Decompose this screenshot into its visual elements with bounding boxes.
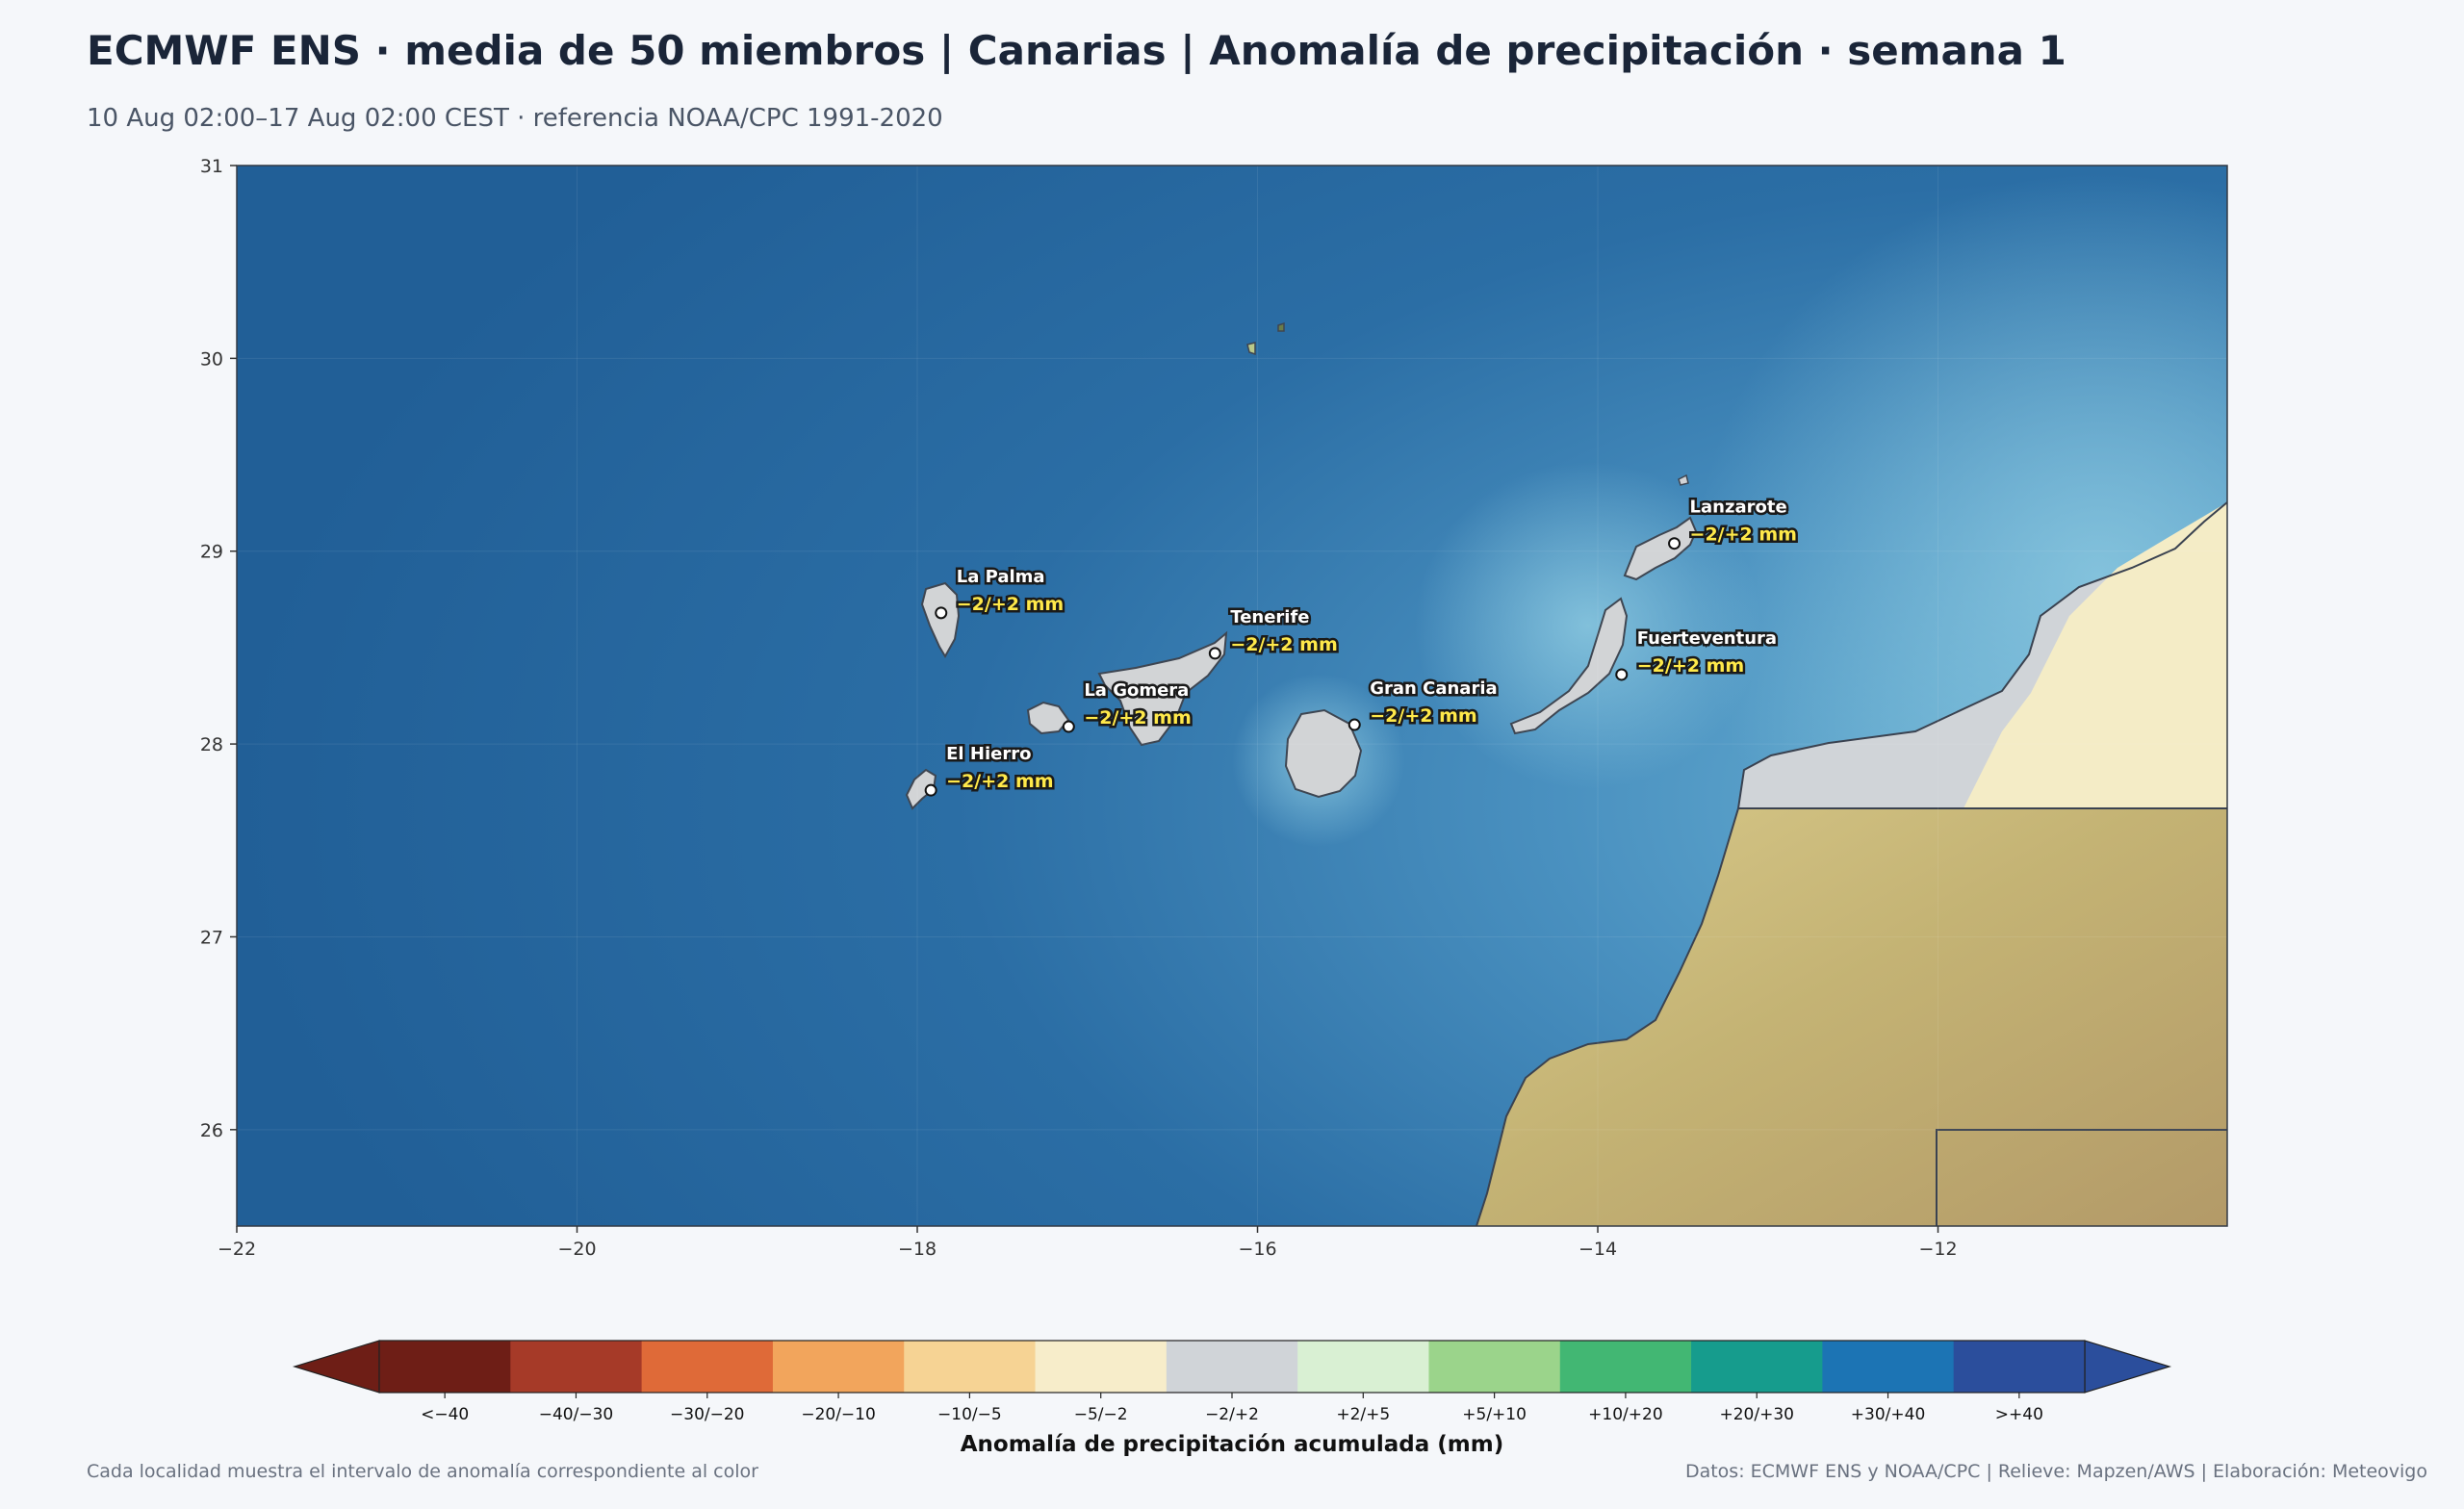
- colorbar-extend-low: [292, 1340, 380, 1394]
- colorbar-bin: [1428, 1341, 1561, 1393]
- colorbar-bin: [379, 1341, 511, 1393]
- place-marker[interactable]: [1062, 720, 1075, 733]
- colorbar: <−40 −40/−30 −30/−20 −20/−10 −10/−5 −5/−2 −2/+…: [292, 1340, 2172, 1457]
- place-marker[interactable]: [1348, 718, 1361, 731]
- grid-lines: [237, 166, 2227, 1226]
- y-tick-label: 29: [200, 542, 223, 563]
- colorbar-bin-label: <−40: [421, 1405, 469, 1424]
- island-fuerteventura: [1509, 597, 1629, 735]
- place-anomaly-value: −2/+2 mm: [1690, 524, 1797, 546]
- map-frame: [236, 165, 2228, 1227]
- place-marker[interactable]: [1208, 647, 1221, 660]
- axis-ticks: −22 −20 −18 −16 −14 −12 26 27 28 29 30 31: [200, 156, 1958, 1260]
- places-layer: La Palma −2/+2 mm Tenerife −2/+2 mm La Gomer…: [924, 495, 1799, 797]
- chart-title: ECMWF ENS · media de 50 miembros | Canar…: [87, 27, 2066, 74]
- y-tick-label: 26: [200, 1120, 223, 1141]
- colorbar-bin-label: >+40: [1995, 1405, 2043, 1424]
- colorbar-bin-label: −20/−10: [801, 1405, 875, 1424]
- island-la-palma: [920, 581, 961, 658]
- place-anomaly-value: −2/+2 mm: [1230, 634, 1337, 655]
- islet-alegranza: [1678, 473, 1689, 486]
- colorbar-bin: [1559, 1341, 1692, 1393]
- place-marker[interactable]: [1668, 537, 1681, 550]
- place-name: Tenerife: [1230, 607, 1309, 627]
- border-south: [1936, 1129, 2227, 1226]
- islet-salvajes-1: [1246, 342, 1256, 356]
- place-name: La Palma: [957, 567, 1045, 587]
- colorbar-bin-label: +10/+20: [1588, 1405, 1662, 1424]
- mainland-dry-band: [1964, 502, 2227, 808]
- x-tick-label: −16: [1238, 1239, 1276, 1260]
- colorbar-bin-label: +20/+30: [1719, 1405, 1793, 1424]
- colorbar-bin-label: −10/−5: [937, 1405, 1002, 1424]
- x-tick-label: −22: [218, 1239, 256, 1260]
- footer-note: Cada localidad muestra el intervalo de a…: [87, 1461, 758, 1482]
- y-tick-label: 31: [200, 156, 223, 177]
- colorbar-bin-label: +30/+40: [1851, 1405, 1925, 1424]
- colorbar-bin-label: +2/+5: [1336, 1405, 1390, 1424]
- place-marker[interactable]: [924, 783, 937, 797]
- place-name: La Gomera: [1084, 680, 1189, 701]
- island-lanzarote: [1623, 516, 1698, 581]
- footer-credits: Datos: ECMWF ENS y NOAA/CPC | Relieve: M…: [1684, 1461, 2427, 1482]
- island-gran-canaria: [1284, 708, 1363, 799]
- x-tick-label: −14: [1578, 1239, 1617, 1260]
- colorbar-frame: [378, 1340, 2086, 1394]
- mainland-relief: [1476, 808, 2227, 1226]
- islet-salvajes-2: [1277, 321, 1285, 332]
- x-tick-label: −12: [1918, 1239, 1957, 1260]
- island-tenerife: [1097, 630, 1228, 747]
- colorbar-bin: [904, 1341, 1037, 1393]
- place-anomaly-value: −2/+2 mm: [1084, 707, 1191, 729]
- y-tick-label: 27: [200, 927, 223, 948]
- place-anomaly-value: −2/+2 mm: [1637, 655, 1744, 677]
- colorbar-title: Anomalía de precipitación acumulada (mm): [961, 1432, 1504, 1457]
- chart-subtitle: 10 Aug 02:00–17 Aug 02:00 CEST · referen…: [87, 104, 943, 133]
- x-tick-label: −20: [557, 1239, 596, 1260]
- place-name: Fuerteventura: [1637, 628, 1777, 649]
- place-name: Gran Canaria: [1370, 678, 1497, 699]
- colorbar-bin: [1297, 1341, 1429, 1393]
- colorbar-bin-label: −2/+2: [1205, 1405, 1259, 1424]
- colorbar-bin-label: +5/+10: [1462, 1405, 1527, 1424]
- colorbar-bin: [510, 1341, 643, 1393]
- colorbar-bin: [1822, 1341, 1955, 1393]
- colorbar-bin-label: −5/−2: [1074, 1405, 1128, 1424]
- colorbar-bin: [1953, 1341, 2086, 1393]
- y-tick-label: 28: [200, 734, 223, 755]
- colorbar-bin: [1035, 1341, 1168, 1393]
- place-marker[interactable]: [935, 606, 948, 620]
- x-tick-label: −18: [898, 1239, 937, 1260]
- colorbar-bins: <−40 −40/−30 −30/−20 −20/−10 −10/−5 −5/−2 −2/+…: [292, 1340, 2172, 1424]
- colorbar-bin: [1166, 1341, 1298, 1393]
- place-marker[interactable]: [1615, 668, 1629, 681]
- place-name: El Hierro: [946, 744, 1031, 764]
- colorbar-bin: [772, 1341, 905, 1393]
- place-name: Lanzarote: [1690, 498, 1787, 518]
- colorbar-bin: [1691, 1341, 1823, 1393]
- colorbar-bin-label: −40/−30: [539, 1405, 613, 1424]
- y-tick-label: 30: [200, 348, 223, 370]
- place-anomaly-value: −2/+2 mm: [957, 594, 1064, 615]
- map-area: La Palma −2/+2 mm Tenerife −2/+2 mm La Gomer…: [237, 166, 2227, 1226]
- place-anomaly-value: −2/+2 mm: [1370, 705, 1476, 727]
- colorbar-extend-high: [2084, 1340, 2172, 1394]
- colorbar-bin-label: −30/−20: [670, 1405, 744, 1424]
- place-anomaly-value: −2/+2 mm: [946, 771, 1053, 792]
- colorbar-bin: [641, 1341, 774, 1393]
